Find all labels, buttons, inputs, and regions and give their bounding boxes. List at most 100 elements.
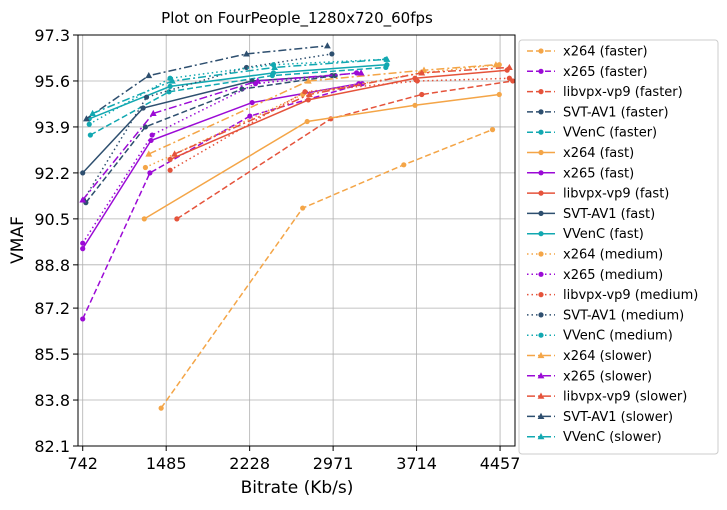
legend-item: SVT-AV1 (slower)	[527, 410, 673, 425]
data-point	[489, 127, 496, 133]
y-tick-label: 92.2	[34, 164, 70, 183]
legend: x264 (faster) x265 (faster) libvpx-vp9 (fa…	[518, 39, 719, 455]
legend-item: x264 (medium)	[527, 248, 663, 263]
y-tick-label: 82.1	[34, 437, 70, 456]
series-line	[143, 93, 500, 220]
legend-label: x264 (slower)	[563, 349, 652, 364]
legend-marker	[538, 332, 544, 338]
legend-item: x264 (fast)	[527, 146, 634, 161]
y-tick-label: 90.5	[34, 210, 70, 229]
data-point	[304, 77, 312, 84]
data-point	[357, 69, 365, 76]
series-line	[160, 128, 493, 409]
data-point	[305, 97, 311, 103]
x-axis-ticks: 742 1485 2228 2971 3714 4457	[67, 446, 520, 473]
series-libvpx-vp9-faster	[174, 78, 516, 222]
series-line	[145, 63, 500, 169]
series-x264-medium	[142, 62, 502, 171]
legend-item: x265 (fast)	[527, 166, 634, 181]
data-point	[302, 89, 308, 95]
data-point	[158, 405, 164, 411]
data-point	[384, 62, 390, 68]
plot-frame	[77, 34, 516, 447]
data-point	[383, 55, 391, 62]
legend-item: libvpx-vp9 (fast)	[527, 187, 669, 202]
y-tick-label: 85.5	[34, 345, 70, 364]
legend-marker	[538, 149, 544, 156]
data-point	[171, 150, 179, 157]
y-tick-label: 83.8	[34, 391, 70, 410]
data-point	[167, 167, 173, 173]
data-point	[270, 70, 277, 76]
x-tick-label: 4457	[480, 454, 521, 473]
series-libvpx-vp9-slower	[171, 63, 513, 157]
series-vvenc-slower	[89, 55, 391, 117]
series-line	[82, 72, 357, 244]
y-tick-label: 87.2	[34, 299, 70, 318]
legend-marker	[538, 292, 544, 298]
legend-item: VVenC (faster)	[527, 126, 657, 141]
legend-marker	[537, 412, 545, 419]
legend-label: x265 (faster)	[563, 65, 648, 80]
x-tick-label: 2228	[229, 454, 270, 473]
data-point	[247, 113, 253, 119]
data-point	[87, 132, 93, 138]
data-point	[80, 240, 86, 246]
legend-item: SVT-AV1 (faster)	[527, 105, 669, 120]
data-point	[141, 216, 147, 222]
data-point	[86, 121, 92, 127]
legend-item: libvpx-vp9 (faster)	[527, 85, 683, 100]
legend-marker	[538, 312, 544, 318]
series-line	[148, 63, 496, 155]
y-axis-ticks: 82.1 83.8 85.5 87.2 88.8 90.5 92.2 93.9 95.6 97.3	[34, 26, 78, 456]
legend-marker	[538, 68, 544, 74]
legend-item: SVT-AV1 (medium)	[527, 308, 684, 323]
legend-item: x265 (slower)	[527, 369, 652, 384]
data-point	[149, 109, 157, 117]
y-tick-label: 93.9	[34, 118, 70, 137]
legend-marker	[537, 433, 545, 440]
series-x265-slower	[79, 69, 365, 203]
x-axis-title: Bitrate (Kb/s)	[241, 478, 354, 498]
legend-label: SVT-AV1 (faster)	[563, 105, 669, 120]
legend-label: x265 (fast)	[563, 166, 634, 181]
legend-marker	[537, 392, 545, 399]
y-tick-label: 95.6	[34, 72, 70, 91]
legend-label: libvpx-vp9 (medium)	[563, 288, 698, 303]
legend-marker	[537, 351, 545, 359]
legend-label: x264 (faster)	[563, 45, 648, 60]
series-line	[85, 45, 328, 120]
data-point	[412, 102, 418, 108]
data-point	[300, 205, 306, 211]
legend-item: VVenC (fast)	[527, 227, 644, 242]
series-line	[169, 69, 508, 161]
y-tick-label: 88.8	[34, 256, 70, 275]
legend-label: libvpx-vp9 (slower)	[563, 390, 687, 405]
series-line	[82, 82, 359, 250]
data-point	[80, 246, 86, 252]
legend-marker	[538, 170, 544, 176]
legend-item: x265 (faster)	[527, 65, 648, 80]
series-line	[92, 58, 387, 115]
series-vvenc-fast	[86, 62, 390, 122]
legend-label: VVenC (slower)	[563, 430, 662, 445]
grid	[78, 34, 515, 447]
series-line	[169, 77, 510, 171]
data-point	[414, 78, 420, 84]
legend-item: x265 (medium)	[527, 268, 663, 283]
series-lines	[79, 42, 516, 411]
data-point	[496, 91, 502, 98]
legend-marker	[538, 210, 544, 216]
y-axis-title: VMAF	[8, 216, 28, 264]
series-svt-av1-slower	[83, 42, 331, 122]
data-point	[147, 170, 153, 176]
x-tick-label: 1485	[146, 454, 187, 473]
data-point	[143, 94, 150, 100]
legend-item: VVenC (slower)	[527, 430, 662, 445]
y-tick-label: 97.3	[34, 26, 70, 45]
legend-marker	[538, 129, 544, 135]
legend-marker	[537, 372, 545, 379]
data-point	[145, 150, 153, 157]
data-point	[168, 77, 176, 84]
